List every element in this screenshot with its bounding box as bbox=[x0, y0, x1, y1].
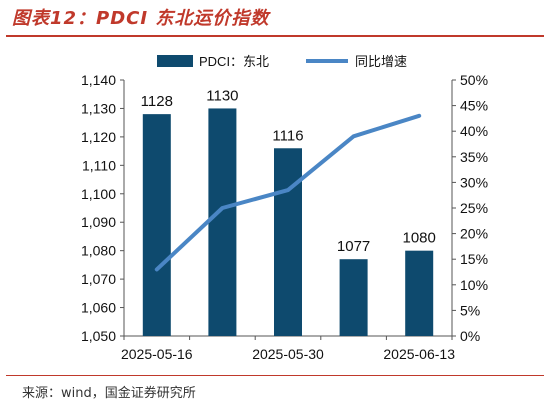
chart-title: 图表12：PDCI 东北运价指数 bbox=[12, 8, 270, 29]
y-right-tick-label: 50% bbox=[460, 72, 488, 88]
y-left-tick-label: 1,110 bbox=[82, 157, 116, 173]
y-left-tick-label: 1,100 bbox=[81, 186, 116, 202]
bar bbox=[142, 114, 171, 336]
y-right-tick-label: 20% bbox=[460, 226, 488, 242]
bar bbox=[405, 250, 434, 336]
source-note: 来源：wind，国金证券研究所 bbox=[22, 386, 196, 401]
y-left-tick-label: 1,050 bbox=[81, 328, 116, 344]
bar-data-label: 1116 bbox=[272, 127, 303, 144]
y-left-tick-label: 1,060 bbox=[81, 300, 116, 316]
bar-data-label: 1080 bbox=[403, 230, 436, 247]
y-right-tick-label: 45% bbox=[460, 98, 488, 114]
y-right-tick-label: 15% bbox=[460, 251, 488, 267]
chart: PDCI：东北 同比增速 1,050 1,060 1,070 1,080 1,090 1,… bbox=[81, 54, 488, 362]
bar bbox=[274, 148, 302, 336]
legend: PDCI：东北 同比增速 bbox=[157, 54, 407, 69]
y-left-tick-label: 1,140 bbox=[81, 72, 116, 88]
y-left-tick-label: 1,090 bbox=[81, 214, 116, 230]
bar-data-label: 1130 bbox=[206, 87, 238, 104]
legend-swatch-bar bbox=[157, 55, 193, 67]
y-right-tick-label: 35% bbox=[460, 149, 488, 165]
y-left-tick-label: 1,070 bbox=[81, 271, 116, 287]
x-tick-label: 2025-06-13 bbox=[383, 346, 455, 362]
y-right-tick-label: 40% bbox=[460, 123, 488, 139]
y-right-tick-label: 0% bbox=[460, 328, 480, 344]
y-right-tick-label: 10% bbox=[460, 277, 488, 293]
y-left-tick-label: 1,080 bbox=[81, 243, 116, 259]
y-left-tick-label: 1,120 bbox=[81, 129, 116, 145]
bar-data-label: 1077 bbox=[337, 238, 370, 255]
x-tick-label: 2025-05-30 bbox=[252, 346, 324, 362]
y-right-tick-label: 5% bbox=[460, 302, 480, 318]
line-series-yoy bbox=[154, 113, 422, 272]
bar-data-label: 1128 bbox=[141, 93, 173, 110]
y-right-tick-label: 30% bbox=[460, 174, 488, 190]
legend-label-line: 同比增速 bbox=[355, 54, 407, 69]
bar bbox=[339, 259, 368, 336]
x-tick-label: 2025-05-16 bbox=[121, 346, 193, 362]
bar bbox=[208, 108, 237, 336]
title-rule bbox=[6, 35, 544, 37]
legend-label-bar: PDCI：东北 bbox=[199, 54, 269, 69]
footer-rule bbox=[6, 375, 544, 376]
y-left-tick-label: 1,130 bbox=[81, 100, 116, 116]
y-right-tick-label: 25% bbox=[460, 200, 488, 216]
